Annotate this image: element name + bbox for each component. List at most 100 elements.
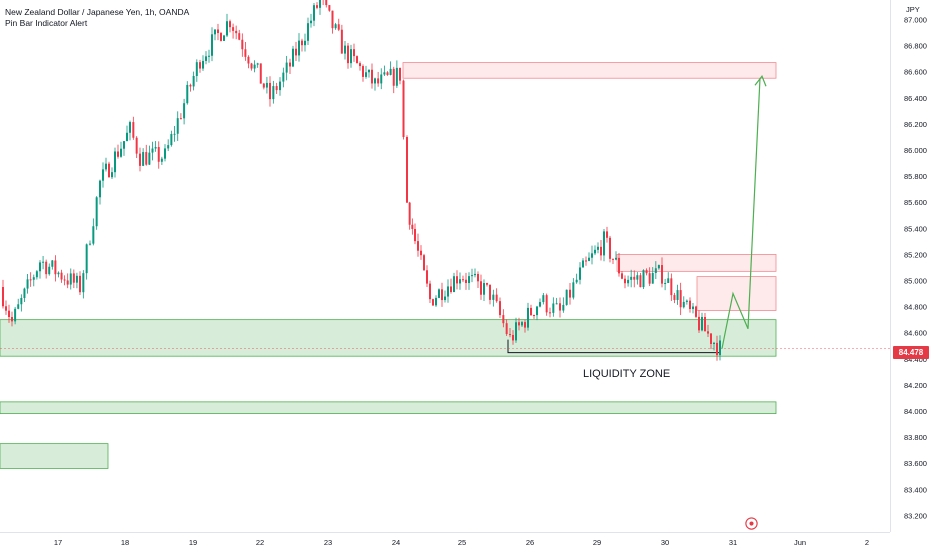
candle	[450, 278, 452, 294]
candle-body	[42, 261, 45, 263]
candle	[347, 43, 349, 69]
candle-body	[615, 257, 617, 260]
candle	[202, 55, 204, 71]
candle	[139, 147, 141, 172]
candle-body	[569, 289, 571, 298]
candle	[45, 259, 48, 279]
candle-body	[559, 303, 561, 311]
candle	[572, 278, 575, 300]
candle-body	[661, 265, 663, 284]
indicator-label[interactable]: Pin Bar Indicator Alert	[5, 18, 88, 28]
candle	[29, 272, 32, 287]
candle-body	[232, 27, 235, 31]
candle	[310, 13, 312, 28]
candle	[408, 201, 411, 230]
candle	[618, 253, 620, 277]
candle	[552, 297, 555, 317]
candle-body	[353, 49, 355, 57]
candle	[92, 218, 95, 246]
price-tick-label: 84.400	[904, 355, 927, 364]
candle	[211, 27, 213, 62]
candle-body	[465, 279, 467, 284]
candle	[334, 22, 337, 30]
candle	[606, 226, 608, 243]
candle	[359, 61, 361, 71]
candle	[664, 278, 667, 291]
candle	[105, 157, 107, 172]
candle-body	[536, 306, 538, 316]
candle-body	[395, 67, 398, 86]
candle	[695, 305, 697, 319]
candle	[247, 55, 250, 69]
candle	[99, 179, 101, 205]
candle	[179, 113, 182, 120]
candle	[54, 255, 57, 282]
demand-zone	[0, 319, 777, 357]
candle-body	[250, 63, 253, 69]
candle-body	[347, 45, 349, 64]
candle	[651, 267, 654, 284]
candle-body	[95, 197, 98, 227]
candle	[569, 283, 571, 305]
candle	[232, 23, 235, 39]
candle	[515, 317, 517, 343]
candle	[89, 240, 91, 246]
candle	[512, 330, 514, 345]
target-icon[interactable]	[744, 516, 759, 531]
candle-body	[35, 271, 38, 278]
candle	[426, 265, 428, 287]
candle-body	[450, 286, 452, 293]
candle	[157, 141, 160, 169]
candle-body	[609, 237, 611, 259]
candle	[545, 293, 548, 316]
candle-body	[591, 253, 593, 258]
candle-body	[383, 72, 386, 75]
candle-body	[542, 295, 545, 303]
candle-body	[356, 56, 358, 64]
candle	[594, 245, 596, 256]
candle	[676, 284, 679, 305]
candle	[365, 65, 367, 79]
candle-body	[692, 306, 694, 310]
candle-body	[295, 48, 297, 56]
candle-body	[651, 273, 654, 284]
candle-body	[512, 334, 514, 341]
candle-body	[256, 63, 259, 65]
candle-body	[167, 145, 170, 149]
candle	[32, 274, 35, 287]
candle	[151, 141, 154, 161]
candle-body	[600, 246, 602, 256]
candle	[322, 0, 324, 6]
candle-body	[664, 282, 667, 284]
candle	[609, 235, 611, 263]
candle-body	[117, 151, 119, 157]
candle-body	[630, 276, 633, 280]
candle	[549, 307, 551, 318]
price-tick-label: 85.200	[904, 250, 927, 259]
candle	[483, 279, 485, 301]
candle	[435, 295, 437, 307]
candle	[670, 273, 673, 301]
candle-body	[645, 270, 648, 274]
candle-body	[51, 260, 54, 267]
candle	[285, 55, 288, 81]
candle	[710, 333, 712, 349]
candle	[85, 243, 88, 280]
candle-body	[183, 103, 186, 119]
candle-body	[108, 163, 110, 178]
candle	[66, 273, 69, 289]
symbol-title[interactable]: New Zealand Dollar / Japanese Yen, 1h, O…	[5, 7, 190, 17]
candle	[79, 271, 81, 295]
candle-body	[79, 275, 81, 293]
projection-path	[721, 78, 761, 349]
candle-body	[132, 122, 135, 138]
candle-body	[340, 29, 343, 54]
candle-body	[414, 228, 416, 242]
candle	[195, 59, 198, 82]
candle-body	[642, 270, 645, 288]
price-tick-label: 86.000	[904, 146, 927, 155]
candle	[301, 38, 303, 52]
candle	[129, 120, 131, 141]
